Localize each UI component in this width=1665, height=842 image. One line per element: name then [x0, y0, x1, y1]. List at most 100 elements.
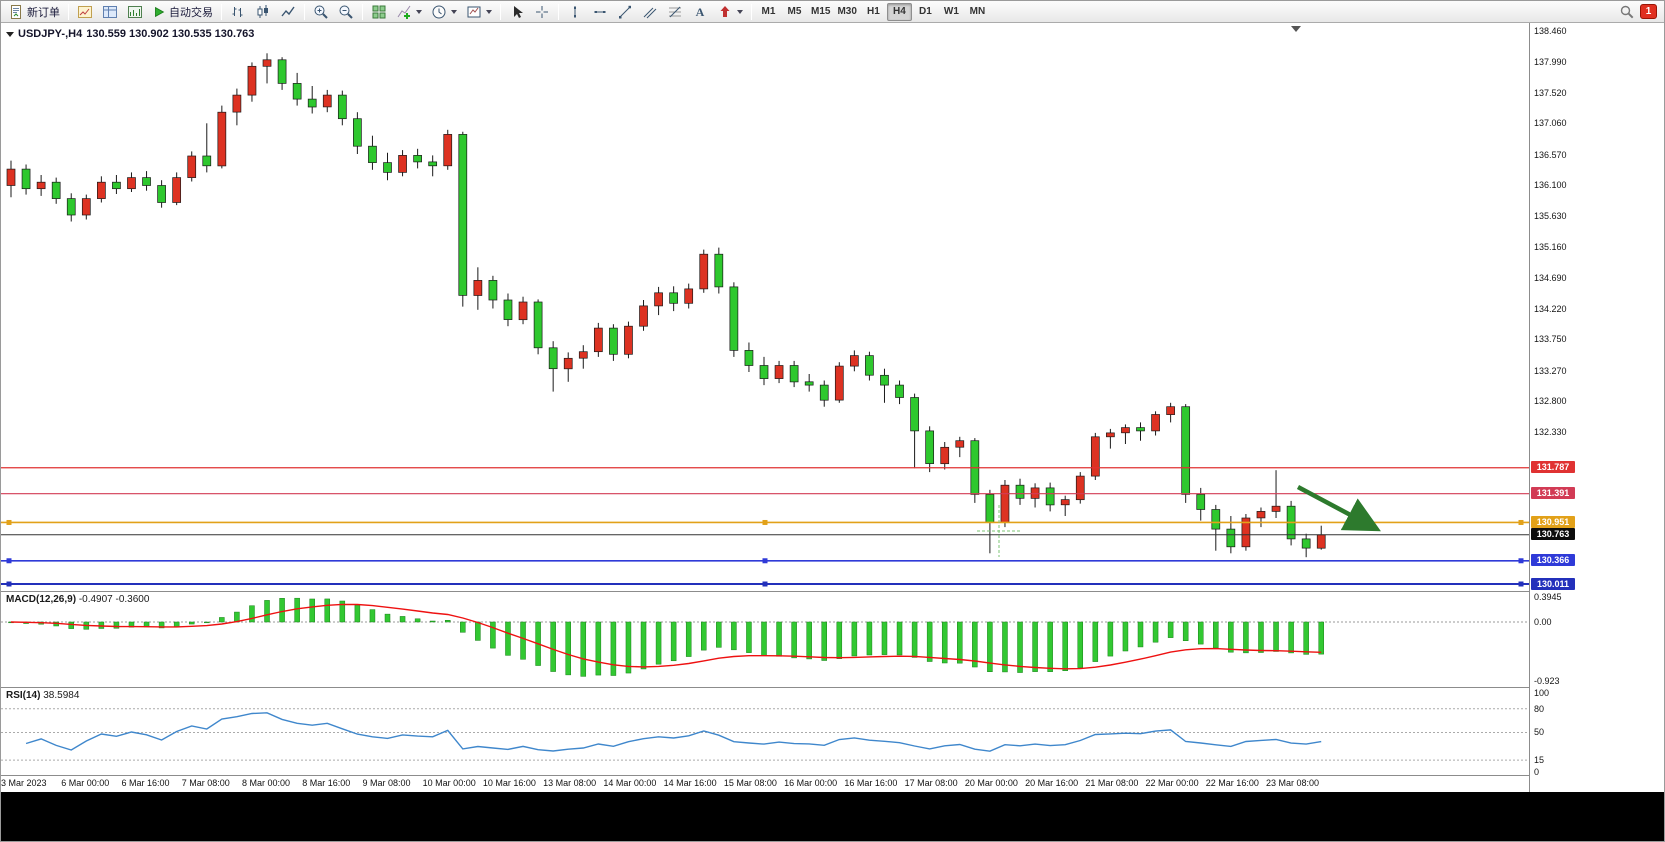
navigator-button[interactable] — [123, 2, 147, 22]
dropdown-caret — [416, 9, 422, 14]
equidistant-channel-icon — [643, 7, 657, 18]
time-axis-label: 15 Mar 08:00 — [723, 778, 777, 788]
macd-panel[interactable] — [1, 593, 1529, 687]
time-axis-label: 14 Mar 00:00 — [603, 778, 657, 788]
cross-marker — [977, 505, 1021, 557]
timeframe-m15-button[interactable]: M15 — [811, 6, 831, 17]
svg-text:A: A — [696, 5, 705, 19]
time-axis-label: 8 Mar 00:00 — [241, 778, 290, 788]
periods-button[interactable] — [427, 2, 461, 22]
dropdown-caret — [451, 9, 457, 14]
panel-separator[interactable] — [1, 687, 1664, 688]
toolbar-separator — [362, 3, 363, 20]
symbol-period-label: USDJPY-,H4 — [18, 28, 83, 40]
arrows-button[interactable] — [713, 2, 747, 22]
timeframe-m5-button[interactable]: M5 — [787, 6, 802, 17]
price-axis-label: 137.520 — [1534, 87, 1567, 98]
time-axis-label: 13 Mar 08:00 — [543, 778, 597, 788]
price-axis-label: 133.750 — [1534, 334, 1567, 345]
timeframe-m1-button[interactable]: M1 — [761, 6, 776, 17]
trendline-icon — [619, 5, 631, 18]
tile-windows-button[interactable] — [367, 2, 391, 22]
rsi-panel[interactable] — [1, 689, 1529, 776]
rsi-value: 38.5984 — [43, 690, 80, 701]
price-axis-label: 137.990 — [1534, 56, 1567, 67]
templates-icon — [467, 6, 481, 17]
arrows-tool-icon — [720, 5, 730, 17]
time-axis-label: 6 Mar 00:00 — [61, 778, 110, 788]
time-axis-label: 16 Mar 00:00 — [784, 778, 838, 788]
timeframe-h4-button[interactable]: H4 — [886, 2, 912, 21]
symbol-dropdown-icon — [6, 31, 14, 37]
price-axis-label: 136.100 — [1534, 180, 1567, 191]
chart-title[interactable]: USDJPY-,H4 130.559 130.902 130.535 130.7… — [6, 28, 254, 40]
time-axis-label: 20 Mar 00:00 — [964, 778, 1018, 788]
vertical-line-button[interactable] — [563, 2, 587, 22]
price-line-badge: 131.787 — [1531, 461, 1575, 474]
crosshair-button[interactable] — [530, 2, 554, 22]
line-chart-button[interactable] — [276, 2, 300, 22]
price-axis[interactable]: 131.787 131.391 130.951 130.763 130.366 130.0… — [1529, 23, 1664, 792]
bar-chart-button[interactable] — [226, 2, 250, 22]
price-line-badge: 130.763 — [1531, 528, 1575, 541]
channel-button[interactable] — [638, 2, 662, 22]
line-chart-icon — [281, 6, 295, 16]
autotrading-label: 自动交易 — [169, 6, 213, 19]
price-axis-label: 135.160 — [1534, 241, 1567, 252]
time-axis-label: 23 Mar 08:00 — [1266, 778, 1320, 788]
cursor-button[interactable] — [505, 2, 529, 22]
price-axis-label: 135.630 — [1534, 211, 1567, 222]
new-order-button[interactable]: 新订单 — [4, 2, 64, 22]
price-axis-label: 138.460 — [1534, 26, 1567, 36]
zoom-out-icon — [339, 5, 353, 19]
candlestick-button[interactable] — [251, 2, 275, 22]
toolbar-separator — [304, 3, 305, 20]
text-button[interactable]: A — [688, 2, 712, 22]
horizontal-line-130.951[interactable] — [1, 519, 1529, 525]
data-window-button[interactable] — [98, 2, 122, 22]
fibonacci-button[interactable] — [663, 2, 687, 22]
price-chart[interactable] — [1, 23, 1529, 591]
market-watch-button[interactable] — [73, 2, 97, 22]
horizontal-line-130.366[interactable] — [1, 558, 1529, 564]
timeframe-h1-button[interactable]: H1 — [867, 6, 880, 17]
time-axis[interactable]: 3 Mar 2023 6 Mar 00:00 6 Mar 16:00 7 Mar 08… — [1, 776, 1529, 792]
timeframe-m30-button[interactable]: M30 — [837, 6, 857, 17]
autotrading-button[interactable]: 自动交易 — [148, 2, 217, 22]
macd-axis-label: 0.00 — [1534, 617, 1552, 627]
macd-histogram — [8, 597, 1324, 677]
price-axis-label: 132.330 — [1534, 427, 1567, 438]
time-axis-label: 6 Mar 16:00 — [121, 778, 170, 788]
main-toolbar: 新订单 自动交易 — [1, 1, 1664, 23]
macd-name: MACD(12,26,9) — [6, 594, 77, 605]
templates-button[interactable] — [462, 2, 496, 22]
navigator-icon — [128, 5, 142, 18]
trendline-button[interactable] — [613, 2, 637, 22]
zoom-out-button[interactable] — [334, 2, 358, 22]
macd-values: -0.4907 -0.3600 — [78, 594, 150, 605]
indicators-button[interactable] — [392, 2, 426, 22]
zoom-in-button[interactable] — [309, 2, 333, 22]
search-button[interactable] — [1615, 2, 1639, 22]
time-axis-label: 17 Mar 08:00 — [904, 778, 958, 788]
price-line-badge: 131.391 — [1531, 487, 1575, 500]
new-order-label: 新订单 — [27, 6, 60, 19]
timeframe-mn-button[interactable]: MN — [969, 6, 986, 17]
time-axis-label: 7 Mar 08:00 — [181, 778, 230, 788]
trend-arrow-annotation[interactable] — [1296, 485, 1381, 532]
horizontal-line-130.011[interactable] — [1, 581, 1529, 587]
notification-badge[interactable]: 1 — [1640, 4, 1657, 19]
zoom-in-icon — [314, 5, 328, 19]
horizontal-line-button[interactable] — [588, 2, 612, 22]
chart-shift-marker[interactable] — [1291, 26, 1301, 32]
ohlc-values: 130.559 130.902 130.535 130.763 — [86, 28, 255, 40]
time-axis-label: 22 Mar 00:00 — [1145, 778, 1199, 788]
timeframe-d1-button[interactable]: D1 — [919, 6, 932, 17]
rsi-axis-label: 15 — [1534, 755, 1545, 765]
time-axis-label: 3 Mar 2023 — [1, 778, 47, 788]
toolbar-separator — [221, 3, 222, 20]
panel-separator[interactable] — [1, 591, 1664, 592]
macd-axis-label: -0.923 — [1534, 676, 1560, 686]
rsi-axis-label: 80 — [1534, 704, 1545, 714]
timeframe-w1-button[interactable]: W1 — [943, 6, 959, 17]
